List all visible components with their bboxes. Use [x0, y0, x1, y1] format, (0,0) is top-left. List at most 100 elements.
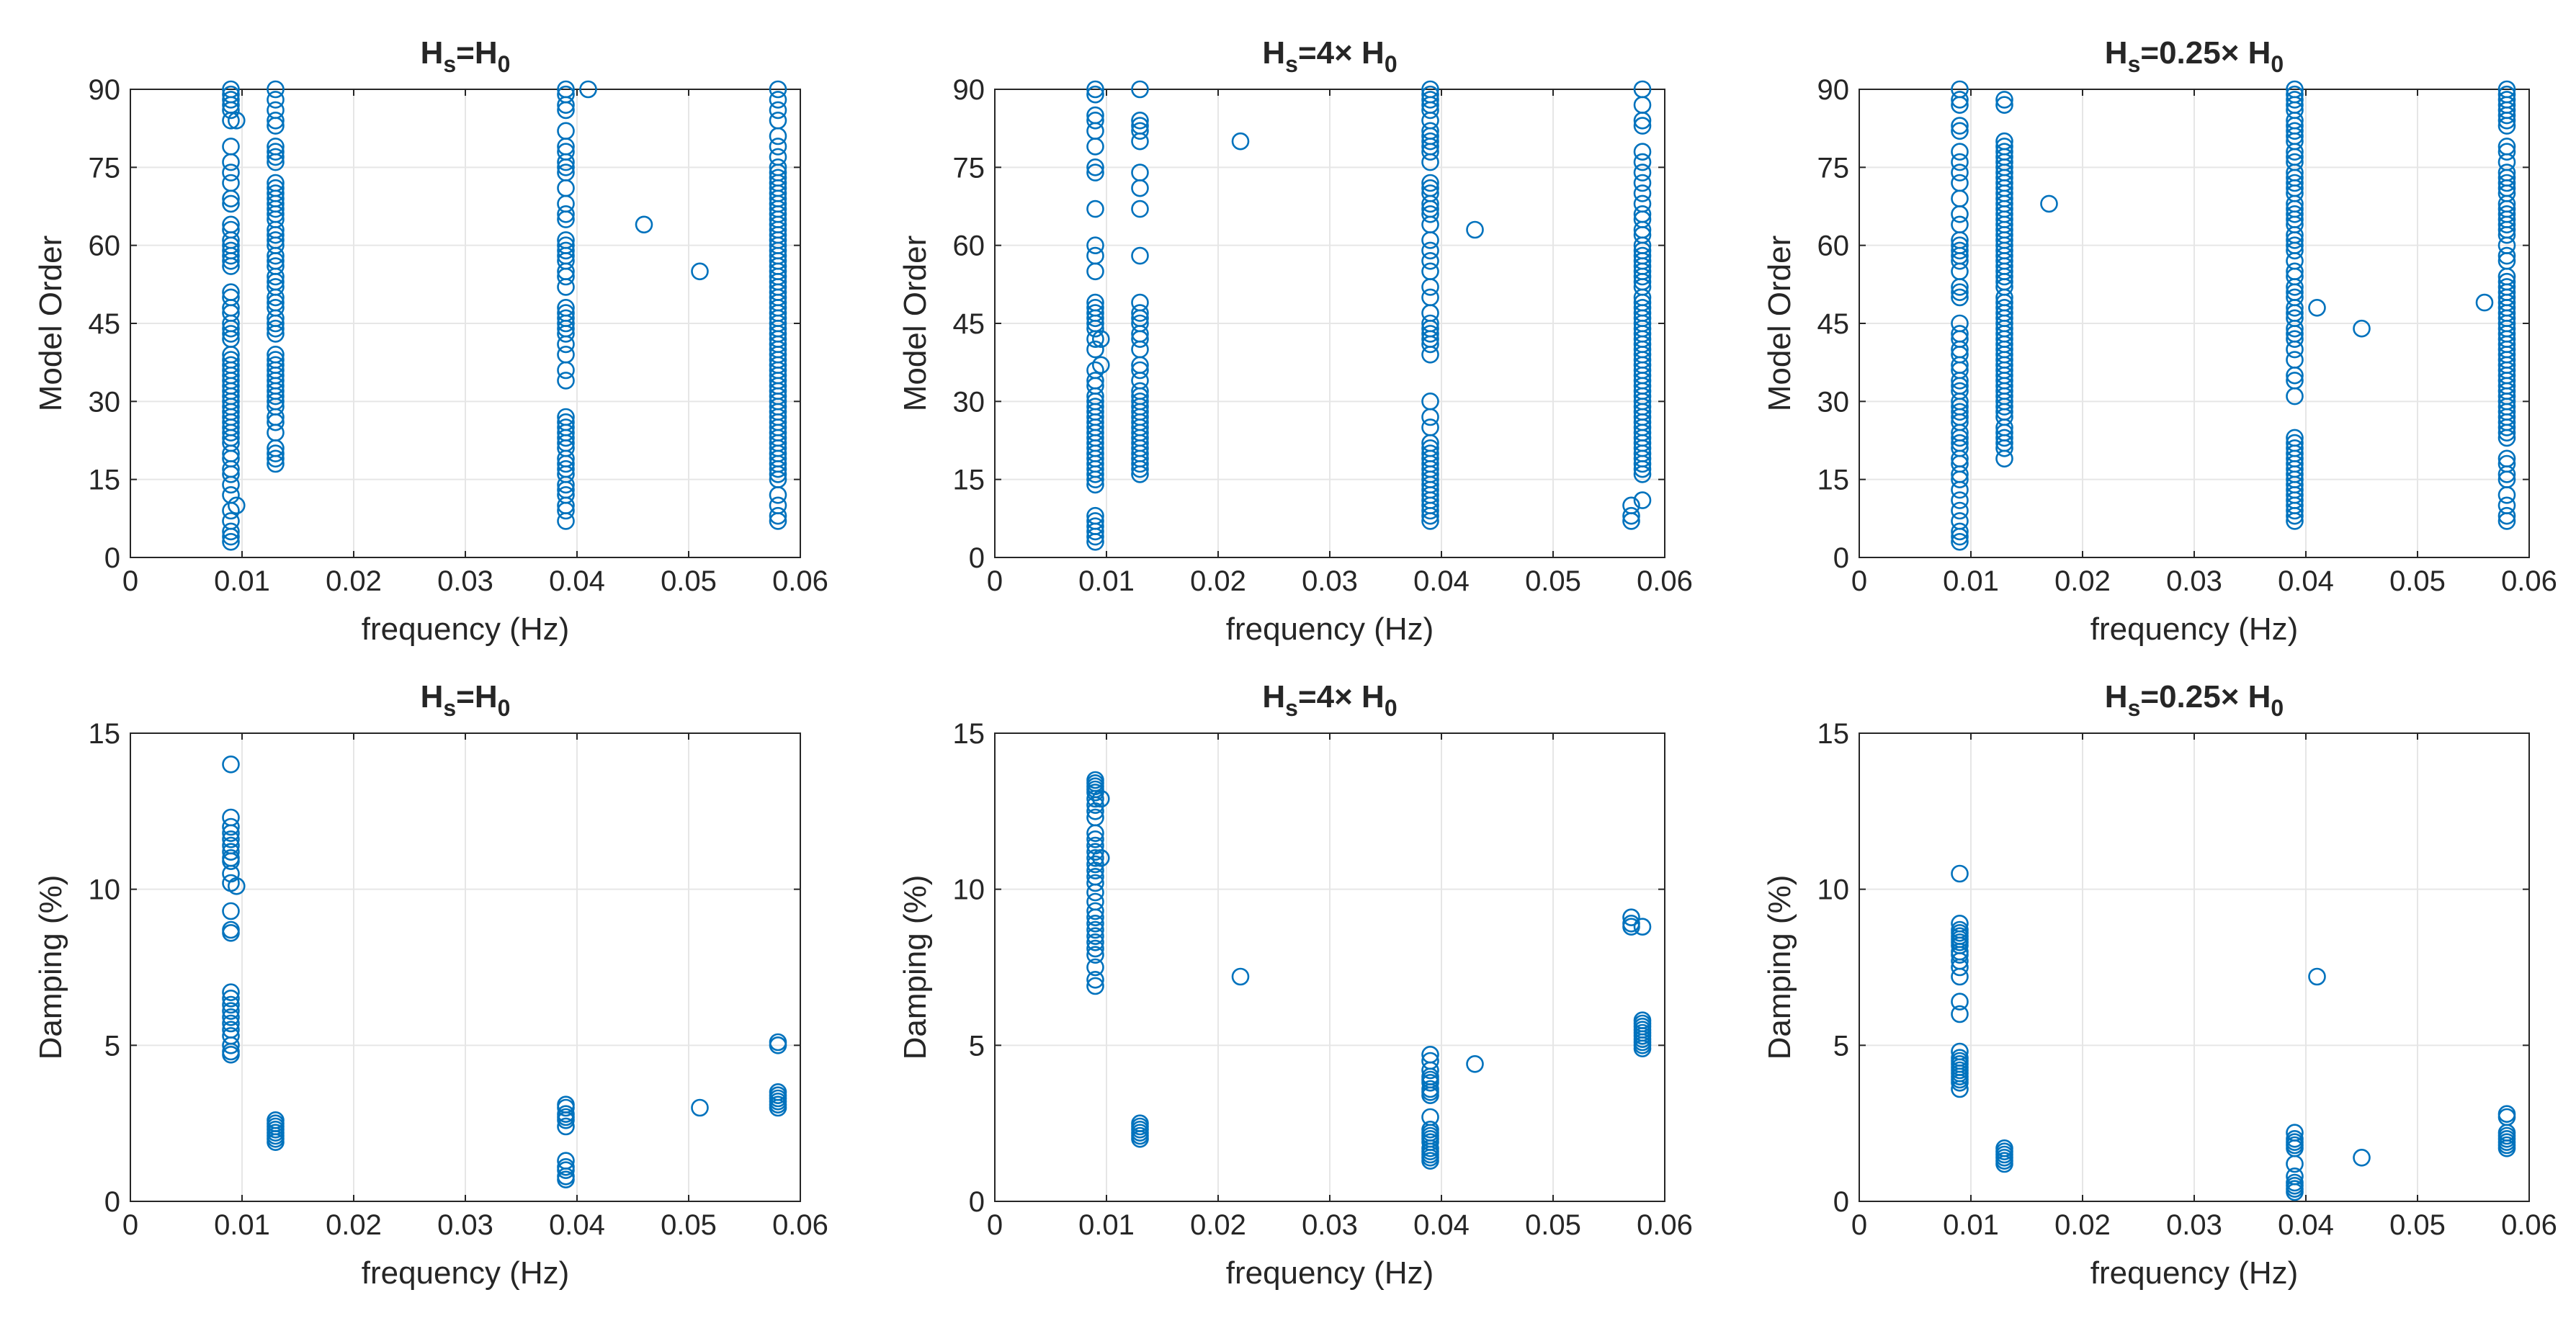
- y-tick-label: 5: [969, 1030, 985, 1062]
- data-point: [1086, 293, 1104, 312]
- title-mid: =4× H: [1298, 679, 1385, 714]
- x-axis-label: frequency (Hz): [1226, 1255, 1434, 1291]
- x-tick-label: 0.04: [549, 565, 605, 597]
- title-mid-sub: 0: [498, 695, 511, 721]
- data-point: [267, 91, 285, 109]
- data-point: [1086, 883, 1104, 902]
- panel-title: Hs=H0: [421, 679, 511, 721]
- panel-title: Hs=H0: [421, 35, 511, 77]
- x-tick-label: 0.05: [1525, 565, 1581, 597]
- title-mid-sub: 0: [1385, 51, 1397, 77]
- title-base-sub: s: [2128, 695, 2141, 721]
- data-point: [2353, 1149, 2371, 1167]
- data-points: [1951, 864, 2516, 1201]
- title-base: H: [1262, 679, 1285, 714]
- data-point: [2497, 506, 2516, 525]
- data-point: [2286, 351, 2304, 369]
- y-tick-label: 30: [1817, 386, 1850, 418]
- title-mid: =0.25× H: [2140, 35, 2271, 71]
- y-tick-label: 0: [969, 1186, 985, 1218]
- data-point: [222, 241, 240, 260]
- data-point: [1086, 80, 1104, 99]
- data-point: [1633, 143, 1652, 161]
- x-axis-label: frequency (Hz): [362, 1255, 570, 1291]
- y-tick-label: 45: [953, 308, 985, 340]
- y-tick-label: 0: [104, 542, 120, 574]
- data-point: [2497, 85, 2516, 104]
- data-point: [557, 408, 575, 426]
- data-point: [1951, 153, 1969, 171]
- data-point: [2286, 372, 2304, 390]
- data-point: [1951, 967, 1969, 986]
- data-point: [1633, 1039, 1652, 1057]
- data-point: [1131, 112, 1149, 130]
- data-point: [769, 1036, 787, 1054]
- data-point: [222, 485, 240, 504]
- data-point: [1421, 122, 1439, 140]
- data-point: [1086, 85, 1104, 104]
- data-point: [222, 830, 240, 848]
- data-point: [1951, 283, 1969, 302]
- data-point: [769, 169, 787, 187]
- data-point: [222, 283, 240, 302]
- data-point: [1092, 849, 1110, 867]
- data-point: [1951, 501, 1969, 520]
- data-point: [557, 163, 575, 182]
- data-point: [1086, 824, 1104, 842]
- data-point: [1421, 251, 1439, 270]
- data-point: [1466, 1055, 1484, 1073]
- y-tick-label: 75: [953, 152, 985, 184]
- data-point: [1421, 444, 1439, 462]
- data-point: [1951, 958, 1969, 977]
- data-point: [1421, 205, 1439, 223]
- x-tick-label: 0: [1851, 565, 1867, 597]
- data-point: [1951, 325, 1969, 343]
- y-tick-label: 90: [89, 74, 121, 106]
- x-tick-label: 0.02: [326, 565, 382, 597]
- data-point: [557, 80, 575, 99]
- title-base: H: [2105, 679, 2128, 714]
- data-point: [1131, 163, 1149, 182]
- data-point: [769, 80, 787, 99]
- data-point: [2286, 205, 2304, 223]
- data-point: [2286, 80, 2304, 99]
- data-point: [2497, 143, 2516, 161]
- data-point: [222, 990, 240, 1008]
- data-point: [1466, 220, 1484, 239]
- data-point: [222, 80, 240, 99]
- data-point: [1951, 382, 1969, 400]
- data-point: [1633, 918, 1652, 936]
- title-base-sub: s: [1285, 51, 1298, 77]
- data-point: [267, 1133, 285, 1151]
- data-point: [557, 1170, 575, 1188]
- data-point: [1131, 293, 1149, 312]
- data-point: [1086, 512, 1104, 530]
- data-point: [2353, 319, 2371, 338]
- data-point: [267, 138, 285, 156]
- y-tick-label: 10: [89, 874, 121, 906]
- x-axis-label: frequency (Hz): [2090, 611, 2299, 647]
- data-point: [267, 80, 285, 99]
- data-point: [1421, 418, 1439, 436]
- data-point: [1086, 200, 1104, 218]
- x-tick-label: 0.04: [2278, 565, 2334, 597]
- data-point: [1086, 789, 1104, 808]
- data-point: [222, 91, 240, 109]
- chart-panel-p11: 0 0.01 0.02 0.03 0.04 0.05 0.06 0 15 30 45 60 75 90 fr…: [33, 35, 828, 647]
- data-point: [2497, 138, 2516, 156]
- data-point: [1951, 236, 1969, 255]
- y-tick-label: 5: [104, 1030, 120, 1062]
- x-tick-label: 0.06: [772, 1209, 828, 1241]
- y-tick-label: 30: [953, 386, 985, 418]
- data-point: [1633, 153, 1652, 171]
- data-point: [222, 1036, 240, 1054]
- title-mid-sub: 0: [1385, 695, 1397, 721]
- data-point: [1086, 874, 1104, 892]
- data-point: [1421, 439, 1439, 457]
- data-point: [222, 85, 240, 104]
- data-point: [222, 924, 240, 942]
- data-point: [1995, 143, 2013, 161]
- y-tick-label: 75: [89, 152, 121, 184]
- data-point: [227, 112, 246, 130]
- data-point: [1231, 967, 1250, 986]
